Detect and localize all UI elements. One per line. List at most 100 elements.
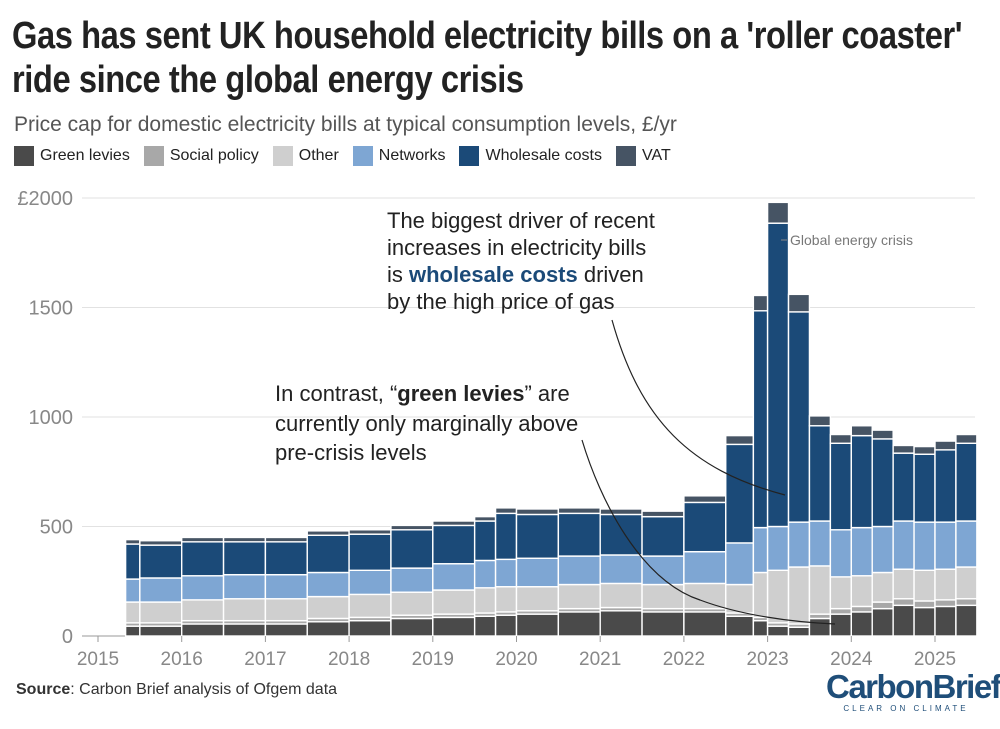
bar-segment-networks [871, 525, 894, 574]
bar-segment-other [390, 591, 434, 616]
bar-segment-networks [955, 520, 978, 568]
bar-segment-green-levies [934, 605, 957, 637]
bar-segment-vat [494, 507, 518, 515]
bar-segment-green-levies [808, 617, 832, 637]
x-tick-label: 2015 [77, 649, 119, 670]
bar-segment-vat [557, 507, 601, 515]
bar-segment-other [787, 566, 811, 625]
legend-item-networks: Networks [352, 146, 446, 166]
bar-segment-wholesale-costs [494, 512, 518, 561]
bar-segment-networks [913, 521, 936, 571]
bar-segment-social-policy [955, 598, 978, 607]
bar-segment-networks [124, 578, 141, 603]
bar-segment-other [494, 586, 518, 613]
bar-segment-social-policy [913, 600, 936, 609]
annotation-wholesale-line: increases in electricity bills [387, 235, 646, 260]
bar-segment-wholesale-costs [913, 453, 936, 523]
bar-segment-wholesale-costs [787, 311, 811, 523]
bar-segment-vat [752, 294, 769, 312]
legend-swatch [143, 146, 164, 166]
annotation-wholesale-line: by the high price of gas [387, 289, 614, 314]
bar-segment-vat [934, 440, 957, 451]
bar-segment-vat [348, 529, 392, 535]
bar-segment-wholesale-costs [264, 541, 308, 576]
logo-tagline: CLEAR ON CLIMATE [843, 704, 969, 713]
bar-segment-other [139, 601, 183, 624]
bar-segment-wholesale-costs [390, 529, 434, 569]
bar-segment-green-levies [306, 621, 350, 637]
x-tick-label: 2019 [412, 649, 454, 670]
legend-label: Green levies [40, 147, 130, 164]
annotation-green-line: ” are [524, 381, 569, 406]
bar-segment-green-levies [124, 625, 141, 637]
bar-segment-wholesale-costs [725, 443, 755, 544]
bar-segment-wholesale-costs [432, 524, 476, 565]
bar-segment-other [348, 593, 392, 619]
bar-segment-vat [515, 508, 560, 516]
bar-segment-vat [139, 540, 183, 546]
legend-swatch [272, 146, 293, 166]
bar-segment-networks [808, 520, 832, 567]
legend-item-wholesale: Wholesale costs [459, 146, 602, 166]
bar-segment-wholesale-costs [829, 442, 852, 531]
bar-segment-social-policy [934, 599, 957, 608]
bar-segment-green-levies [599, 610, 643, 637]
bar-segment-other [180, 599, 225, 622]
bar-segment-networks [766, 525, 790, 571]
legend-item-other: Other [272, 146, 339, 166]
bar-segment-other [432, 589, 476, 615]
y-axis: 0 500 1000 1500 £2000 [17, 188, 73, 648]
bar-segment-wholesale-costs [641, 515, 685, 557]
annotation-wholesale-line: The biggest driver of recent [387, 208, 655, 233]
bar-segment-vat [871, 429, 894, 440]
bar-segment-wholesale-costs [766, 222, 790, 528]
bar-segment-other [473, 587, 497, 614]
bar-segment-green-levies [515, 613, 560, 637]
bar-segment-green-levies [494, 614, 518, 637]
bar-segment-green-levies [913, 606, 936, 637]
chart-subtitle: Price cap for domestic electricity bills… [14, 113, 677, 136]
bar-segment-vat [725, 434, 755, 446]
bar-segment-other [934, 568, 957, 601]
source-text: : Carbon Brief analysis of Ofgem data [70, 681, 338, 698]
bar-segment-vat [955, 433, 978, 444]
x-tick-label: 2024 [830, 649, 873, 670]
bar-segment-green-levies [829, 613, 852, 637]
bar-segment-vat [180, 536, 225, 543]
legend-label: VAT [641, 147, 671, 164]
bar-segment-networks [934, 521, 957, 570]
bar-segment-wholesale-costs [752, 310, 769, 529]
wholesale-annotation-line [611, 319, 786, 496]
bar-segment-vat [264, 536, 308, 543]
annotation-wholesale-line: driven [578, 262, 644, 287]
bar-segment-vat [892, 444, 915, 454]
bar-segment-green-levies [432, 616, 476, 637]
legend-label: Social policy [169, 147, 259, 164]
legend-label: Networks [378, 147, 446, 164]
bar-segment-vat [473, 515, 497, 522]
legend-item-vat: VAT [615, 146, 671, 166]
bar-segment-social-policy [829, 607, 852, 615]
bar-segment-other [871, 571, 894, 603]
x-tick-label: 2018 [328, 649, 370, 670]
annotation-crisis: Global energy crisis [790, 232, 913, 248]
bar-segment-green-levies [955, 604, 978, 637]
bar-segment-networks [390, 567, 434, 593]
bar-segment-green-levies [725, 615, 755, 637]
annotation-wholesale: The biggest driver of recent increases i… [387, 208, 661, 314]
bar-segment-green-levies [264, 623, 308, 637]
bar-segment-green-levies [139, 625, 183, 637]
bar-segment-other [725, 583, 755, 614]
bar-segment-networks [264, 573, 308, 600]
bar-segment-other [306, 595, 350, 620]
bar-segment-networks [557, 555, 601, 586]
legend-swatch [459, 146, 480, 166]
bar-segment-green-levies [390, 617, 434, 637]
bar-segment-other [808, 565, 832, 615]
bar-segment-networks [348, 569, 392, 596]
bar-segment-other [829, 576, 852, 610]
annotation-green-bold: green levies [397, 381, 524, 406]
bar-segment-other [913, 569, 936, 602]
bar-segment-vat [787, 293, 811, 313]
